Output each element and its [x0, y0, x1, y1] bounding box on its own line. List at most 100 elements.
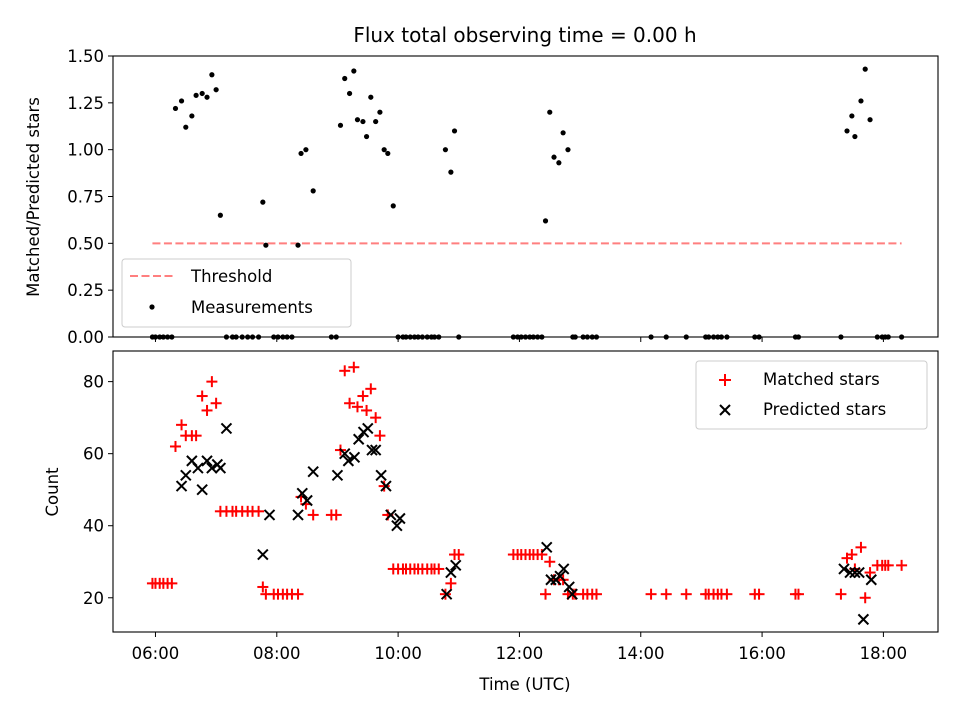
measurement-point — [346, 90, 353, 97]
predicted-star-point — [175, 480, 188, 492]
measurement-point — [448, 169, 454, 175]
matched-star-point — [330, 509, 342, 521]
predicted-star-point — [853, 566, 865, 579]
matched-star-point — [453, 549, 465, 561]
matched-star-point — [846, 549, 858, 561]
count-y-ticks: 20 40 60 80 — [83, 373, 113, 608]
measurement-point — [310, 188, 316, 194]
predicted-star-point — [554, 570, 566, 582]
count-x-axis-label: Time (UTC) — [478, 675, 570, 694]
predicted-star-point — [545, 574, 557, 586]
matched-star-point — [859, 592, 871, 604]
measurement-point — [547, 109, 553, 115]
measurement-point — [172, 105, 179, 112]
predicted-star-point — [296, 487, 308, 500]
measurement-point — [189, 113, 195, 119]
matched-star-point — [210, 397, 222, 409]
measurement-point — [360, 118, 366, 125]
matched-star-point — [351, 401, 363, 413]
matched-star-point — [292, 588, 304, 600]
measurement-point — [565, 147, 571, 153]
predicted-star-point — [385, 509, 397, 521]
predicted-star-point — [339, 447, 351, 460]
measurement-point — [867, 117, 873, 123]
measurements-legend-swatch — [149, 304, 155, 310]
predicted-star-point — [849, 566, 861, 579]
measurement-point — [209, 72, 215, 78]
matched-star-point — [196, 390, 208, 402]
ratio-y-tick-label: 0.00 — [67, 328, 104, 347]
measurement-point — [193, 92, 199, 98]
matched-stars-legend-swatch — [719, 374, 731, 386]
count-x-tick-label: 18:00 — [860, 644, 908, 663]
predicted-star-point — [838, 563, 850, 575]
predicted-star-point — [541, 541, 553, 554]
count-legend: Matched stars Predicted stars — [695, 360, 928, 430]
predicted-star-point — [301, 494, 313, 507]
count-x-tick-label: 08:00 — [253, 644, 301, 663]
predicted-stars-legend-label: Predicted stars — [763, 400, 886, 419]
matched-star-point — [361, 404, 373, 416]
measurement-point — [451, 128, 458, 134]
matched-star-point — [544, 556, 556, 568]
matched-star-point — [378, 480, 390, 492]
count-y-tick-label: 40 — [83, 517, 104, 536]
matched-star-point — [855, 541, 867, 553]
ratio-y-ticks: 0.00 0.25 0.50 0.75 1.00 1.25 1.50 — [67, 47, 113, 347]
predicted-star-point — [558, 563, 570, 575]
predicted-star-point — [857, 613, 870, 626]
count-marks — [146, 361, 908, 626]
measurement-point — [295, 242, 301, 248]
predicted-star-point — [865, 574, 877, 586]
predicted-star-point — [450, 559, 462, 572]
matched-star-point — [176, 419, 188, 431]
matched-star-point — [190, 430, 202, 442]
count-x-tick-label: 10:00 — [374, 644, 422, 663]
matched-star-point — [374, 430, 386, 442]
predicted-star-point — [844, 566, 856, 579]
matched-star-point — [348, 361, 360, 373]
measurement-point — [260, 199, 266, 205]
measurement-point — [303, 147, 309, 153]
predicted-star-point — [192, 462, 204, 474]
matched-star-point — [864, 567, 876, 579]
predicted-star-point — [180, 469, 192, 481]
predicted-star-point — [206, 462, 218, 474]
predicted-star-point — [366, 444, 378, 456]
measurement-point — [551, 154, 557, 160]
matched-star-point — [835, 588, 847, 600]
measurement-point — [381, 147, 387, 153]
measurement-point — [385, 150, 391, 157]
predicted-star-point — [394, 512, 406, 525]
measurement-point — [199, 90, 205, 97]
ratio-marks — [149, 66, 905, 340]
matched-star-point — [753, 588, 765, 600]
measurement-point — [844, 128, 850, 134]
predicted-star-point — [342, 455, 355, 467]
matched-star-point — [433, 563, 445, 575]
matched-star-point — [370, 412, 382, 424]
matched-star-point — [257, 581, 269, 593]
ratio-y-tick-label: 0.25 — [67, 281, 104, 300]
matched-star-point — [253, 505, 265, 517]
predicted-star-point — [380, 480, 392, 492]
count-y-tick-label: 60 — [83, 445, 104, 464]
count-x-tick-label: 14:00 — [617, 644, 665, 663]
matched-star-point — [339, 365, 351, 377]
measurement-point — [377, 109, 383, 115]
matched-star-point — [882, 559, 894, 571]
count-x-ticks: 06:00 08:00 10:00 12:00 14:00 16:00 18:00 — [132, 632, 908, 663]
measurement-point — [390, 203, 396, 209]
measurement-point — [442, 147, 449, 153]
measurement-point — [213, 87, 219, 93]
measurement-point — [183, 124, 189, 130]
measurement-point — [337, 122, 344, 128]
ratio-y-tick-label: 1.25 — [67, 94, 104, 113]
ratio-x-ticks — [154, 337, 884, 342]
measurement-point — [263, 242, 269, 248]
ratio-y-tick-label: 0.50 — [67, 234, 104, 253]
predicted-star-point — [566, 588, 578, 600]
measurement-point — [368, 94, 374, 100]
